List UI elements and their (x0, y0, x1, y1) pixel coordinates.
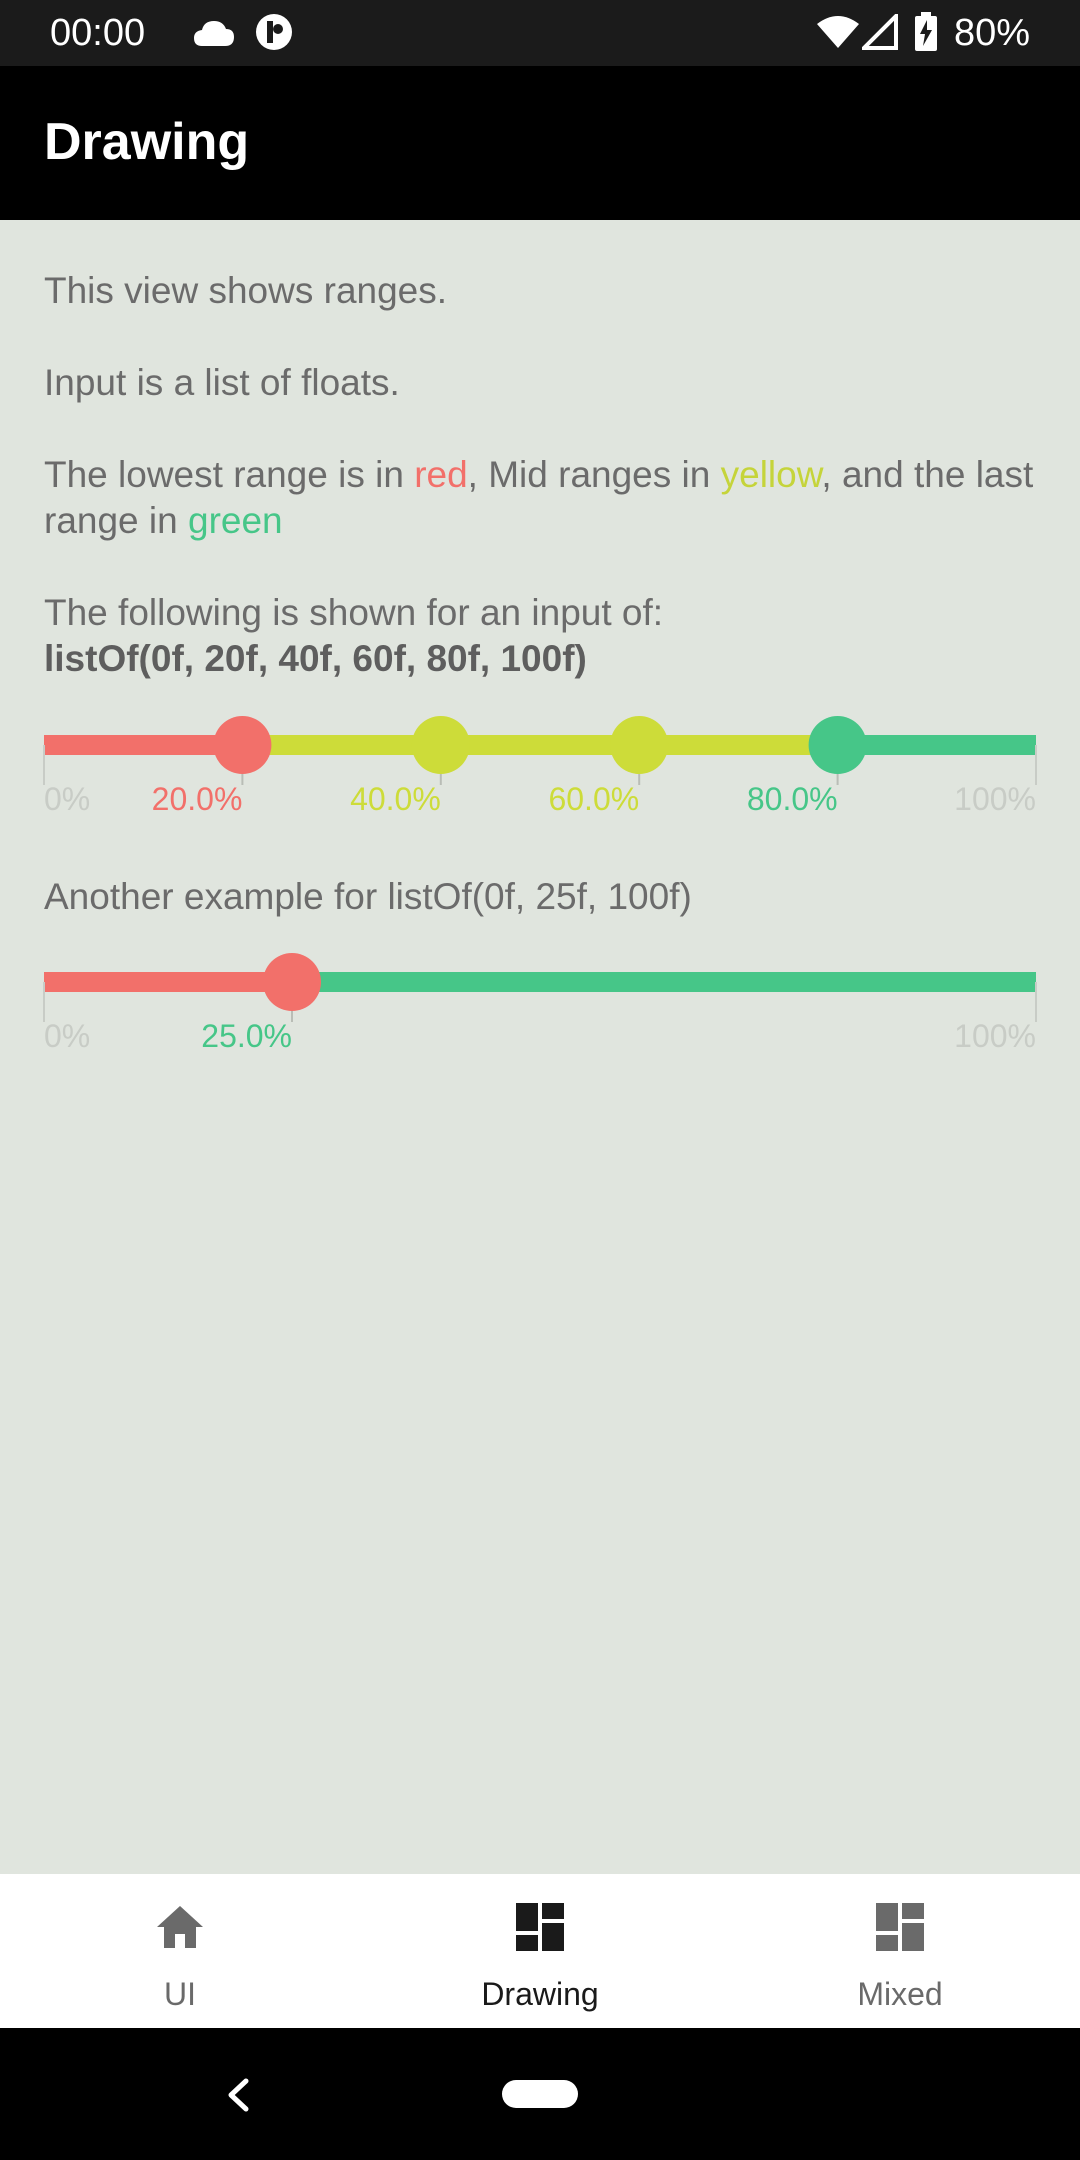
nav-item-ui[interactable]: UI (0, 1874, 360, 2028)
range-bar-1: 0% 20.0% 40.0% 60.0% 80.0% 100% (43, 716, 1037, 817)
app-bar: Drawing (0, 66, 1080, 220)
example-1-input: listOf(0f, 20f, 40f, 60f, 80f, 100f) (44, 638, 587, 679)
example-1-caption: The following is shown for an input of: (44, 592, 664, 633)
nav-label-drawing: Drawing (481, 1976, 599, 2012)
bottom-navigation: UI Drawing Mixed (0, 1874, 1080, 2028)
range-thumb (213, 716, 272, 774)
dashboard-icon (516, 1903, 564, 1951)
range-label: 25.0% (201, 1018, 292, 1054)
range-label: 60.0% (548, 781, 639, 817)
signal-icon (862, 14, 898, 50)
description-example-2: Another example for listOf(0f, 25f, 100f… (44, 876, 692, 917)
dashboard-icon (876, 1903, 924, 1951)
yellow-word: yellow (720, 454, 822, 495)
range-segment (44, 972, 292, 992)
range-segment (837, 735, 1036, 755)
range-label: 0% (44, 1018, 90, 1054)
home-icon (157, 1906, 203, 1948)
home-pill-icon[interactable] (502, 2080, 578, 2108)
range-thumb (610, 716, 669, 774)
range-thumb (263, 953, 321, 1011)
description-ranges: This view shows ranges. (44, 270, 448, 311)
description-input: Input is a list of floats. (44, 362, 400, 403)
range-segment (292, 972, 1036, 992)
red-word: red (414, 454, 468, 495)
range-label: 20.0% (152, 781, 243, 817)
battery-icon (915, 12, 937, 51)
nav-item-mixed[interactable]: Mixed (720, 1874, 1080, 2028)
status-time: 00:00 (50, 12, 146, 54)
range-segment (242, 735, 441, 755)
green-word: green (188, 500, 283, 541)
content-area: This view shows ranges. Input is a list … (0, 220, 1080, 1874)
description-example-1: The following is shown for an input of: … (44, 590, 1044, 682)
range-label: 100% (954, 781, 1036, 817)
colors-mid-2: , and the last range in (44, 454, 1034, 541)
wifi-icon (817, 16, 859, 48)
range-label: 100% (954, 1018, 1036, 1054)
cloud-icon (194, 21, 234, 46)
range-label: 80.0% (747, 781, 838, 817)
nav-label-ui: UI (164, 1976, 196, 2012)
back-icon[interactable] (226, 2078, 250, 2112)
range-bar-2: 0% 25.0% 100% (43, 953, 1037, 1054)
range-thumb (808, 716, 867, 774)
nav-item-drawing[interactable]: Drawing (360, 1874, 720, 2028)
range-segment (440, 735, 640, 755)
system-navigation-bar (0, 2028, 1080, 2160)
colors-mid-1: , Mid ranges in (467, 454, 721, 495)
battery-percent: 80% (953, 12, 1030, 54)
app-notification-icon (256, 14, 292, 50)
description-colors: The lowest range is in red, Mid ranges i… (44, 452, 1044, 544)
status-bar: 00:00 80% (0, 0, 1080, 66)
nav-label-mixed: Mixed (857, 1976, 943, 2012)
range-thumb (411, 716, 470, 774)
page-title: Drawing (44, 113, 250, 171)
colors-prefix: The lowest range is in (44, 454, 415, 495)
range-label: 0% (44, 781, 90, 817)
range-segment (44, 735, 243, 755)
range-label: 40.0% (350, 781, 441, 817)
range-segment (639, 735, 838, 755)
